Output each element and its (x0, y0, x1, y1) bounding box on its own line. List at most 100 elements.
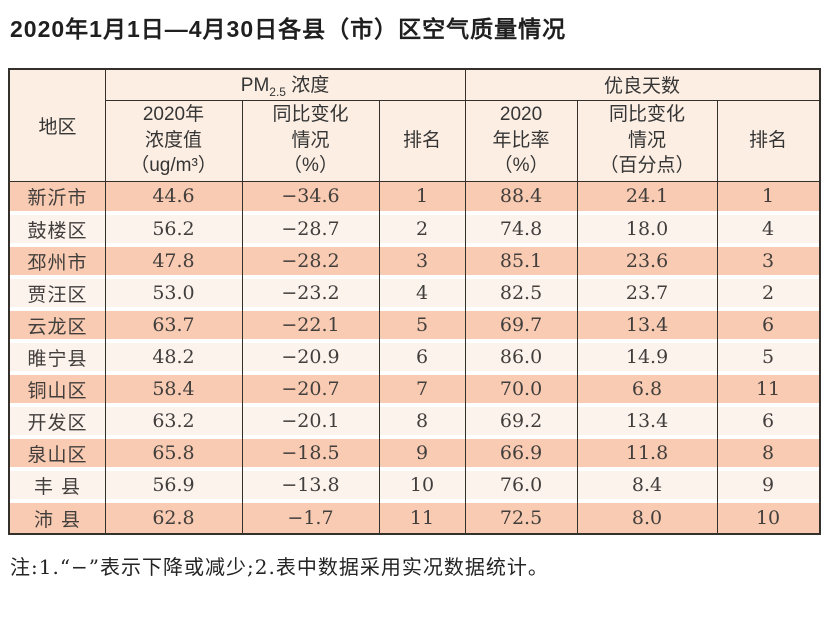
cell-pm-value: 63.2 (105, 405, 242, 439)
cell-pm-rank: 1 (379, 181, 466, 215)
cell-pm-rank: 8 (379, 405, 466, 439)
cell-pm-change: −20.1 (242, 405, 379, 439)
cell-pm-change: −28.2 (242, 245, 379, 279)
table-row: 邳州市 47.8 −28.2 3 85.1 23.6 3 (10, 245, 820, 279)
cell-pm-value: 47.8 (105, 245, 242, 279)
cell-good-change: 11.8 (577, 437, 718, 471)
table-row: 铜山区 58.4 −20.7 7 70.0 6.8 11 (10, 373, 820, 407)
header-region: 地区 (10, 70, 105, 182)
cell-region: 新沂市 (10, 181, 105, 215)
table-row: 新沂市 44.6 −34.6 1 88.4 24.1 1 (10, 181, 820, 215)
column-divider (379, 101, 380, 533)
cell-good-rank: 10 (717, 501, 820, 533)
cell-good-change: 24.1 (577, 181, 718, 215)
table-row: 开发区 63.2 −20.1 8 69.2 13.4 6 (10, 405, 820, 439)
header-detail-row: 2020年 浓度值 （ug/m³） 同比变化 情况 （%） 排名 2020 年比… (10, 100, 820, 182)
cell-good-ratio: 74.8 (465, 213, 578, 247)
cell-region: 泉山区 (10, 437, 105, 471)
cell-good-ratio: 70.0 (465, 373, 578, 407)
header-pm-rank: 排名 (379, 100, 466, 182)
cell-good-change: 13.4 (577, 309, 718, 343)
cell-good-rank: 2 (717, 277, 820, 311)
data-table: 地区 PM2.5 浓度 优良天数 2020年 浓度值 （ug/m³） 同比变化 … (10, 70, 820, 533)
cell-good-change: 13.4 (577, 405, 718, 439)
page-title: 2020年1月1日—4月30日各县（市）区空气质量情况 (10, 16, 567, 42)
footnote: 注:1.“−”表示下降或减少;2.表中数据采用实况数据统计。 (10, 555, 549, 579)
cell-pm-rank: 9 (379, 437, 466, 471)
cell-good-change: 8.0 (577, 501, 718, 533)
cell-good-rank: 9 (717, 469, 820, 503)
cell-good-ratio: 66.9 (465, 437, 578, 471)
table-row: 鼓楼区 56.2 −28.7 2 74.8 18.0 4 (10, 213, 820, 247)
column-divider (717, 101, 718, 533)
column-divider (242, 101, 243, 533)
cell-region: 铜山区 (10, 373, 105, 407)
cell-good-ratio: 76.0 (465, 469, 578, 503)
cell-good-rank: 11 (717, 373, 820, 407)
cell-pm-value: 48.2 (105, 341, 242, 375)
cell-pm-rank: 10 (379, 469, 466, 503)
column-divider (465, 70, 466, 533)
pm-label-subscript: 2.5 (269, 85, 286, 100)
cell-pm-change: −20.7 (242, 373, 379, 407)
cell-good-rank: 1 (717, 181, 820, 215)
cell-pm-rank: 3 (379, 245, 466, 279)
cell-good-ratio: 72.5 (465, 501, 578, 533)
table-row: 丰 县 56.9 −13.8 10 76.0 8.4 9 (10, 469, 820, 503)
cell-region: 贾汪区 (10, 277, 105, 311)
header-good-days-group: 优良天数 (465, 70, 820, 101)
cell-pm-rank: 7 (379, 373, 466, 407)
cell-good-rank: 6 (717, 405, 820, 439)
cell-region: 云龙区 (10, 309, 105, 343)
cell-region: 沛 县 (10, 501, 105, 533)
cell-good-change: 8.4 (577, 469, 718, 503)
cell-pm-change: −34.6 (242, 181, 379, 215)
pm-label-suffix: 浓度 (285, 75, 330, 97)
cell-good-rank: 4 (717, 213, 820, 247)
cell-pm-value: 53.0 (105, 277, 242, 311)
cell-region: 鼓楼区 (10, 213, 105, 247)
table-row: 云龙区 63.7 −22.1 5 69.7 13.4 6 (10, 309, 820, 343)
column-divider (105, 70, 106, 533)
header-good-rank: 排名 (717, 100, 820, 182)
cell-region: 丰 县 (10, 469, 105, 503)
header-good-ratio: 2020 年比率 （%） (465, 100, 578, 182)
cell-good-ratio: 82.5 (465, 277, 578, 311)
table-row: 泉山区 65.8 −18.5 9 66.9 11.8 8 (10, 437, 820, 471)
cell-pm-value: 62.8 (105, 501, 242, 533)
cell-pm-value: 63.7 (105, 309, 242, 343)
cell-pm-rank: 6 (379, 341, 466, 375)
cell-good-rank: 3 (717, 245, 820, 279)
cell-region: 邳州市 (10, 245, 105, 279)
air-quality-table: 地区 PM2.5 浓度 优良天数 2020年 浓度值 （ug/m³） 同比变化 … (8, 68, 821, 535)
table-body: 新沂市 44.6 −34.6 1 88.4 24.1 1 鼓楼区 56.2 −2… (10, 181, 820, 533)
header-pm-concentration: 2020年 浓度值 （ug/m³） (105, 100, 242, 182)
table-row: 沛 县 62.8 −1.7 11 72.5 8.0 10 (10, 501, 820, 533)
cell-region: 开发区 (10, 405, 105, 439)
cell-good-ratio: 86.0 (465, 341, 578, 375)
cell-pm-change: −28.7 (242, 213, 379, 247)
cell-pm-rank: 11 (379, 501, 466, 533)
cell-good-ratio: 69.7 (465, 309, 578, 343)
cell-good-change: 23.6 (577, 245, 718, 279)
cell-pm-value: 65.8 (105, 437, 242, 471)
cell-pm-value: 58.4 (105, 373, 242, 407)
cell-good-change: 14.9 (577, 341, 718, 375)
cell-good-change: 18.0 (577, 213, 718, 247)
header-group-row: 地区 PM2.5 浓度 优良天数 (10, 70, 820, 182)
cell-good-rank: 6 (717, 309, 820, 343)
cell-pm-change: −13.8 (242, 469, 379, 503)
table-row: 贾汪区 53.0 −23.2 4 82.5 23.7 2 (10, 277, 820, 311)
cell-good-change: 23.7 (577, 277, 718, 311)
cell-good-rank: 5 (717, 341, 820, 375)
cell-pm-change: −1.7 (242, 501, 379, 533)
header-good-change: 同比变化 情况 （百分点） (577, 100, 718, 182)
cell-region: 睢宁县 (10, 341, 105, 375)
cell-pm-change: −20.9 (242, 341, 379, 375)
cell-pm-change: −18.5 (242, 437, 379, 471)
cell-good-ratio: 69.2 (465, 405, 578, 439)
cell-pm-rank: 5 (379, 309, 466, 343)
table-header: 地区 PM2.5 浓度 优良天数 2020年 浓度值 （ug/m³） 同比变化 … (10, 70, 820, 182)
cell-good-rank: 8 (717, 437, 820, 471)
table-row: 睢宁县 48.2 −20.9 6 86.0 14.9 5 (10, 341, 820, 375)
